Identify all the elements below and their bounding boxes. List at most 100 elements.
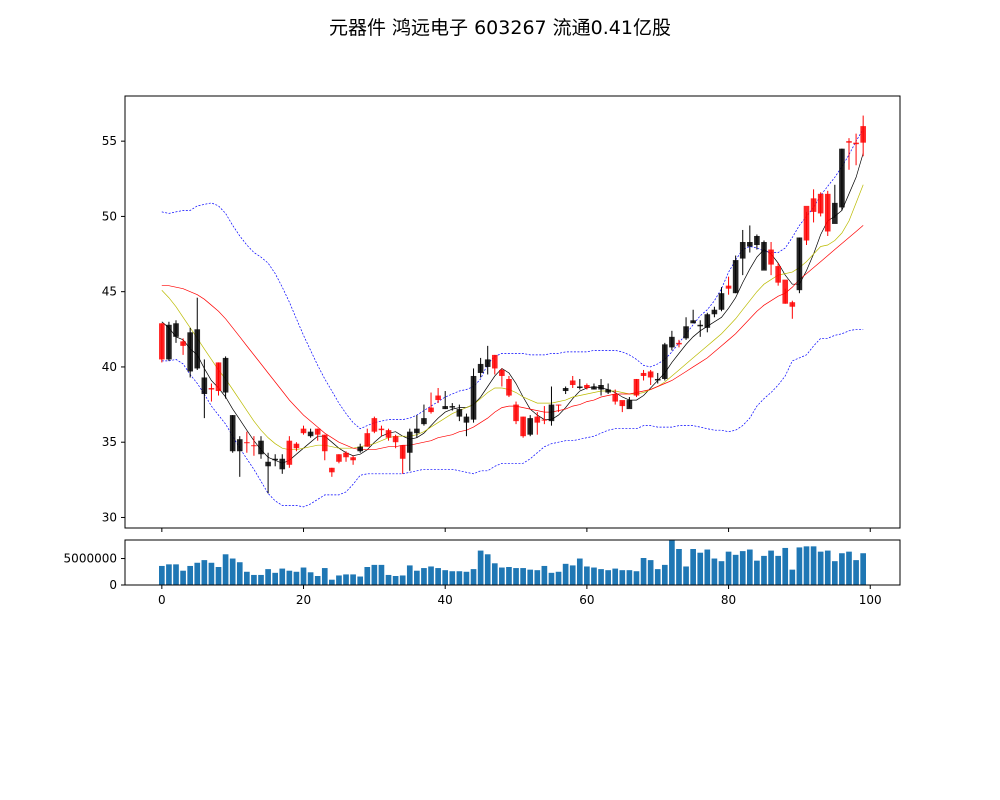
- candle: [173, 320, 179, 343]
- candle: [321, 434, 328, 461]
- candle-body: [647, 371, 654, 378]
- candle: [725, 276, 732, 295]
- volume-bar: [697, 552, 704, 585]
- candle: [470, 368, 477, 423]
- volume-bar: [619, 570, 626, 585]
- candle-body: [215, 362, 222, 392]
- price-y-tick-label: 40: [102, 360, 117, 374]
- candle: [435, 388, 441, 404]
- volume-bar: [654, 569, 661, 585]
- volume-bar: [831, 561, 838, 585]
- candle: [619, 400, 626, 413]
- volume-bar: [244, 571, 250, 585]
- candle-body: [782, 279, 789, 304]
- volume-bar: [754, 560, 760, 585]
- candle: [789, 300, 796, 319]
- x-tick-label: 100: [859, 593, 882, 607]
- price-axes-frame: [124, 95, 901, 529]
- volume-bar: [364, 567, 371, 585]
- candle: [683, 317, 689, 340]
- candle-body: [541, 419, 548, 421]
- candle-body: [654, 378, 661, 381]
- candle: [229, 415, 236, 453]
- candle: [406, 428, 413, 471]
- candle: [187, 327, 193, 378]
- volume-y-tick-label: 5000000: [64, 552, 117, 566]
- candle: [293, 442, 300, 452]
- candle-body: [321, 434, 328, 452]
- candle-body: [754, 235, 760, 246]
- volume-bar: [669, 540, 675, 585]
- candle-body: [385, 430, 392, 438]
- volume-bar: [484, 554, 491, 585]
- candle-body: [619, 400, 626, 407]
- volume-bar: [300, 567, 307, 585]
- volume-bar: [343, 574, 349, 585]
- price-y-tick-label: 30: [102, 510, 117, 524]
- candle-body: [676, 342, 682, 345]
- volume-bar: [761, 555, 767, 585]
- volume-bar: [569, 565, 576, 585]
- candle: [251, 436, 257, 456]
- volume-bar: [222, 554, 229, 585]
- candle-body: [669, 336, 675, 348]
- volume-bar: [357, 576, 364, 585]
- candle: [258, 436, 264, 459]
- candle: [442, 391, 449, 410]
- candle-body: [265, 461, 271, 467]
- volume-bar: [711, 558, 718, 585]
- volume-bar: [640, 558, 647, 585]
- volume-bar: [817, 551, 824, 585]
- candle: [853, 133, 859, 166]
- volume-bar: [470, 569, 477, 585]
- candle-body: [435, 395, 441, 401]
- candle-body: [732, 260, 739, 294]
- candle-body: [584, 385, 590, 389]
- candle-body: [166, 324, 172, 360]
- volume-bar: [435, 568, 441, 585]
- candle: [775, 263, 781, 286]
- volume-bar: [499, 567, 505, 585]
- candle: [300, 425, 307, 435]
- candle-body: [336, 454, 342, 462]
- moving-average-lines: [161, 128, 864, 508]
- volume-bar: [350, 574, 356, 585]
- candle: [357, 443, 363, 453]
- candle-body: [832, 202, 838, 224]
- volume-bar: [159, 565, 165, 585]
- candle: [180, 338, 186, 355]
- volume-bar: [378, 564, 385, 585]
- price-y-tick-label: 35: [102, 435, 117, 449]
- candle: [739, 229, 746, 276]
- candle: [541, 406, 548, 425]
- volume-bar: [775, 555, 781, 585]
- candle: [846, 138, 852, 170]
- candle-body: [846, 141, 852, 143]
- candle-body: [739, 242, 746, 259]
- volume-bar: [463, 571, 470, 585]
- volume-bar: [591, 567, 597, 585]
- volume-bar: [683, 566, 689, 585]
- candle: [491, 354, 498, 375]
- candle: [633, 378, 640, 398]
- volume-bar: [612, 568, 619, 585]
- candle-body: [180, 341, 186, 346]
- candle: [676, 339, 682, 348]
- volume-bar: [605, 570, 611, 585]
- candle: [336, 454, 342, 464]
- volume-bar: [598, 569, 604, 585]
- price-line-0: [161, 153, 864, 464]
- candle: [569, 375, 576, 389]
- volume-bar: [371, 564, 378, 585]
- volume-bar: [279, 568, 286, 585]
- candle: [463, 413, 470, 437]
- candle: [513, 401, 519, 425]
- candle-body: [371, 418, 378, 432]
- volume-bar: [796, 547, 803, 585]
- candle: [697, 320, 704, 337]
- candle-body: [314, 428, 321, 435]
- candle: [754, 234, 760, 250]
- candle: [824, 190, 831, 236]
- volume-bar: [562, 563, 569, 585]
- volume-panel: 0 5000000 0 20 40 60 80 100: [64, 539, 901, 607]
